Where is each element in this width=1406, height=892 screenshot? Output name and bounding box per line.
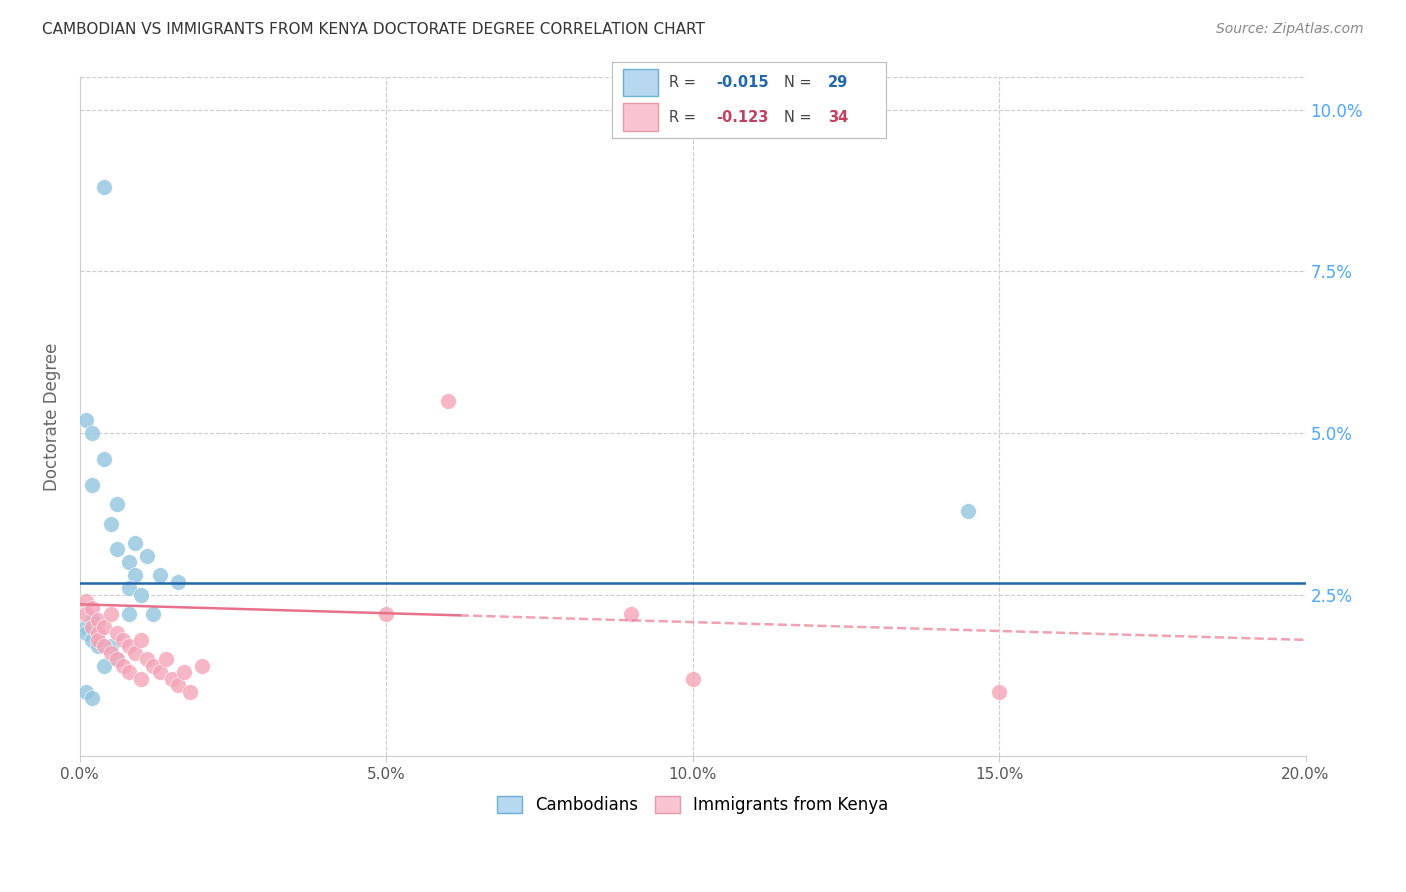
Point xyxy=(124,536,146,550)
Point xyxy=(436,393,458,408)
Text: -0.015: -0.015 xyxy=(716,75,769,90)
Point xyxy=(75,413,97,427)
Point xyxy=(100,646,122,660)
Point xyxy=(105,497,128,511)
Point xyxy=(87,632,110,647)
Point xyxy=(148,665,170,680)
Point xyxy=(100,516,122,531)
Point xyxy=(87,626,110,640)
Point xyxy=(167,574,190,589)
Point xyxy=(82,600,104,615)
FancyBboxPatch shape xyxy=(623,69,658,95)
Point xyxy=(75,620,97,634)
Point xyxy=(105,542,128,557)
Point xyxy=(93,658,115,673)
Text: N =: N = xyxy=(785,111,817,125)
Point xyxy=(105,652,128,666)
Point xyxy=(105,652,128,666)
Point xyxy=(136,549,159,563)
Point xyxy=(179,684,201,698)
Point xyxy=(82,691,104,706)
Point xyxy=(124,646,146,660)
Point xyxy=(75,684,97,698)
Point xyxy=(75,607,97,621)
Point xyxy=(100,607,122,621)
Point xyxy=(191,658,214,673)
Point xyxy=(129,588,152,602)
Legend: Cambodians, Immigrants from Kenya: Cambodians, Immigrants from Kenya xyxy=(488,788,897,822)
Point xyxy=(75,594,97,608)
Point xyxy=(118,555,141,569)
Point xyxy=(105,626,128,640)
Point xyxy=(620,607,643,621)
Point xyxy=(118,581,141,595)
Text: Source: ZipAtlas.com: Source: ZipAtlas.com xyxy=(1216,22,1364,37)
Point xyxy=(957,503,980,517)
Text: R =: R = xyxy=(669,111,700,125)
Point xyxy=(100,640,122,654)
Point xyxy=(93,451,115,466)
Point xyxy=(93,620,115,634)
Point xyxy=(118,640,141,654)
Point xyxy=(111,658,134,673)
Point xyxy=(93,180,115,194)
Point xyxy=(118,607,141,621)
Point xyxy=(75,626,97,640)
Y-axis label: Doctorate Degree: Doctorate Degree xyxy=(44,343,60,491)
FancyBboxPatch shape xyxy=(623,103,658,130)
Point xyxy=(173,665,195,680)
Point xyxy=(82,477,104,491)
Point xyxy=(82,425,104,440)
Point xyxy=(155,652,177,666)
Point xyxy=(142,658,165,673)
Text: R =: R = xyxy=(669,75,700,90)
Point xyxy=(142,607,165,621)
Point xyxy=(160,672,183,686)
Point xyxy=(129,632,152,647)
Point xyxy=(124,568,146,582)
Point xyxy=(82,614,104,628)
Point xyxy=(87,614,110,628)
Point xyxy=(129,672,152,686)
Text: N =: N = xyxy=(785,75,817,90)
Point xyxy=(93,640,115,654)
Text: -0.123: -0.123 xyxy=(716,111,768,125)
Point xyxy=(988,684,1011,698)
Point xyxy=(148,568,170,582)
Text: CAMBODIAN VS IMMIGRANTS FROM KENYA DOCTORATE DEGREE CORRELATION CHART: CAMBODIAN VS IMMIGRANTS FROM KENYA DOCTO… xyxy=(42,22,704,37)
Point xyxy=(118,665,141,680)
Point xyxy=(82,620,104,634)
Point xyxy=(682,672,704,686)
Point xyxy=(82,632,104,647)
Point xyxy=(167,678,190,692)
Text: 29: 29 xyxy=(828,75,848,90)
Point xyxy=(87,640,110,654)
Text: 34: 34 xyxy=(828,111,848,125)
Point xyxy=(111,632,134,647)
Point xyxy=(136,652,159,666)
Point xyxy=(375,607,398,621)
